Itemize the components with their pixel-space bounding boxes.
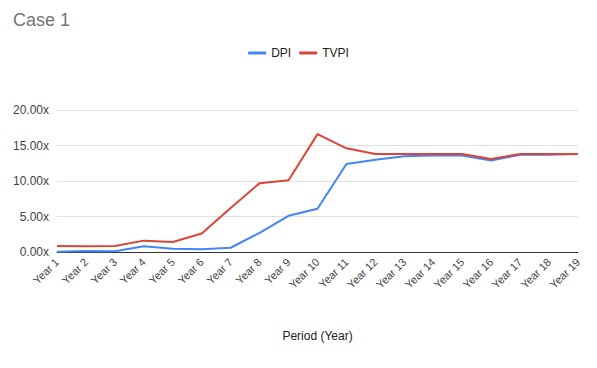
svg-text:Year 13: Year 13 bbox=[374, 256, 409, 291]
svg-text:Year 2: Year 2 bbox=[60, 256, 91, 287]
svg-text:Year 12: Year 12 bbox=[345, 256, 380, 291]
svg-text:Year 15: Year 15 bbox=[431, 256, 466, 291]
svg-text:Year 10: Year 10 bbox=[287, 256, 322, 291]
svg-text:Year 18: Year 18 bbox=[518, 256, 553, 291]
svg-text:Case 1: Case 1 bbox=[13, 10, 70, 30]
svg-text:Year 14: Year 14 bbox=[403, 256, 438, 291]
svg-text:Year 7: Year 7 bbox=[204, 256, 235, 287]
svg-text:Year 11: Year 11 bbox=[316, 256, 350, 290]
svg-text:20.00x: 20.00x bbox=[13, 103, 49, 117]
svg-text:Year 9: Year 9 bbox=[262, 255, 293, 287]
svg-text:0.00x: 0.00x bbox=[20, 245, 49, 259]
svg-text:Year 4: Year 4 bbox=[117, 256, 148, 287]
svg-text:TVPI: TVPI bbox=[322, 46, 349, 60]
svg-text:5.00x: 5.00x bbox=[20, 210, 49, 224]
svg-text:Year 16: Year 16 bbox=[460, 256, 495, 291]
svg-text:Year 19: Year 19 bbox=[547, 256, 582, 291]
svg-text:10.00x: 10.00x bbox=[13, 174, 49, 188]
svg-text:15.00x: 15.00x bbox=[13, 139, 49, 153]
svg-text:Year 5: Year 5 bbox=[146, 256, 177, 287]
svg-text:Year 8: Year 8 bbox=[233, 256, 264, 287]
svg-text:Year 6: Year 6 bbox=[175, 256, 206, 287]
svg-text:DPI: DPI bbox=[271, 46, 291, 60]
svg-text:Year 1: Year 1 bbox=[31, 256, 62, 287]
svg-text:Year 3: Year 3 bbox=[88, 256, 119, 287]
svg-text:Year 17: Year 17 bbox=[489, 256, 524, 291]
svg-text:Period (Year): Period (Year) bbox=[282, 329, 352, 343]
